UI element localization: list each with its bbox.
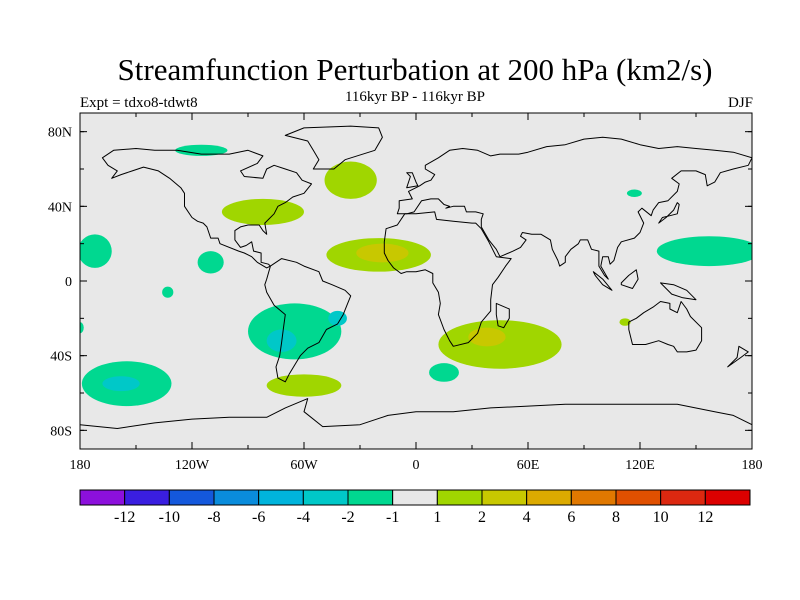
y-tick-label: 0 (65, 275, 72, 290)
colorbar-swatch (392, 489, 438, 506)
south-america-coastline (264, 258, 352, 383)
colorbar-label: 8 (612, 509, 620, 526)
contour-fill-layer (80, 144, 752, 407)
colorbar-label: -2 (341, 509, 354, 526)
colorbar-label: -1 (386, 509, 399, 526)
positive-contour-region (438, 320, 562, 369)
x-tick-label: 180 (70, 458, 91, 473)
great-britain-coastline (406, 172, 419, 189)
negative-contour-region (626, 189, 642, 197)
negative-contour-region (656, 236, 752, 267)
y-tick-label: 40S (50, 350, 72, 365)
australia-coastline (628, 301, 703, 353)
x-tick-label: 120E (625, 458, 655, 473)
colorbar-label: -12 (114, 509, 135, 526)
japan-coastline (658, 202, 680, 224)
map-plot-area (79, 112, 753, 450)
negative-contour-region (102, 376, 140, 392)
colorbar-label: 12 (697, 509, 713, 526)
colorbar-label: 10 (653, 509, 669, 526)
greenland-coastline (284, 125, 383, 170)
colorbar-swatch (481, 489, 528, 506)
new-guinea-coastline (660, 282, 697, 301)
colorbar: -12 -10 -8 -6 -4 -2 -1 1 2 4 6 8 10 12 (79, 489, 751, 526)
season-label: DJF (727, 95, 753, 111)
negative-contour-region (429, 363, 459, 382)
y-tick-label: 40N (48, 200, 72, 215)
x-tick-label: 120W (175, 458, 210, 473)
y-tick-label: 80N (48, 126, 72, 141)
colorbar-swatch (436, 489, 483, 506)
colorbar-swatch (570, 489, 617, 506)
negative-contour-region (328, 310, 347, 326)
colorbar-label: 2 (478, 509, 486, 526)
negative-contour-region (197, 251, 224, 274)
africa-coastline (383, 211, 512, 347)
negative-contour-region (175, 144, 228, 156)
coastline-layer (80, 125, 752, 429)
x-tick-label: 60W (290, 458, 318, 473)
colorbar-label: 6 (567, 509, 575, 526)
antarctica-coastline (80, 398, 752, 429)
colorbar-swatch (526, 489, 572, 506)
positive-contour-region (356, 243, 409, 263)
negative-contour-region (162, 286, 174, 298)
positive-contour-region (221, 198, 304, 225)
negative-contour-region (80, 234, 112, 268)
colorbar-label: 4 (523, 509, 531, 526)
sumatra-coastline (592, 271, 613, 291)
map-background (80, 113, 752, 449)
positive-contour-region (619, 318, 631, 326)
x-tick-label: 0 (413, 458, 420, 473)
colorbar-swatch (660, 489, 706, 506)
map-subtitle: 116kyr BP - 116kyr BP (344, 89, 485, 105)
colorbar-swatch (124, 489, 170, 506)
colorbar-swatch (302, 489, 349, 506)
positive-contour-region (266, 374, 342, 397)
map-axes: 180 120W 60W 0 60E 120E 180 80N 40N 0 40S 80S (48, 113, 763, 473)
colorbar-label: -10 (159, 509, 180, 526)
colorbar-label: -6 (252, 509, 265, 526)
colorbar-label: 1 (433, 509, 441, 526)
positive-contour-region (324, 161, 377, 199)
x-tick-label: 180 (742, 458, 763, 473)
colorbar-swatch (704, 489, 751, 506)
negative-contour-region (80, 322, 84, 334)
new-zealand-coastline (727, 345, 749, 368)
x-tick-label: 60E (517, 458, 540, 473)
map-title: Streamfunction Perturbation at 200 hPa (… (117, 52, 713, 87)
colorbar-swatch (615, 489, 662, 506)
colorbar-swatch (258, 489, 304, 506)
north-america-coastline (101, 148, 312, 269)
colorbar-label: -8 (207, 509, 220, 526)
eurasia-coastline (396, 136, 752, 280)
borneo-coastline (620, 269, 639, 289)
negative-contour-region (247, 303, 342, 360)
colorbar-swatch (213, 489, 260, 506)
colorbar-swatch (347, 489, 394, 506)
experiment-label: Expt = tdxo8-tdwt8 (80, 95, 198, 111)
colorbar-swatch (79, 489, 126, 506)
colorbar-swatch (168, 489, 215, 506)
madagascar-coastline (495, 302, 510, 329)
y-tick-label: 80S (50, 424, 72, 439)
colorbar-label: -4 (297, 509, 310, 526)
